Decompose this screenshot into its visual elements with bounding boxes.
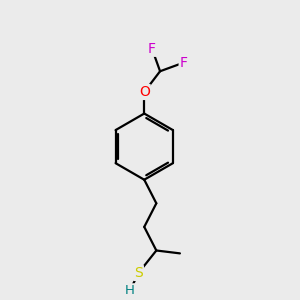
Text: F: F bbox=[180, 56, 188, 70]
Text: S: S bbox=[134, 266, 143, 280]
Text: F: F bbox=[148, 42, 156, 56]
Text: H: H bbox=[125, 284, 135, 297]
Text: O: O bbox=[139, 85, 150, 99]
